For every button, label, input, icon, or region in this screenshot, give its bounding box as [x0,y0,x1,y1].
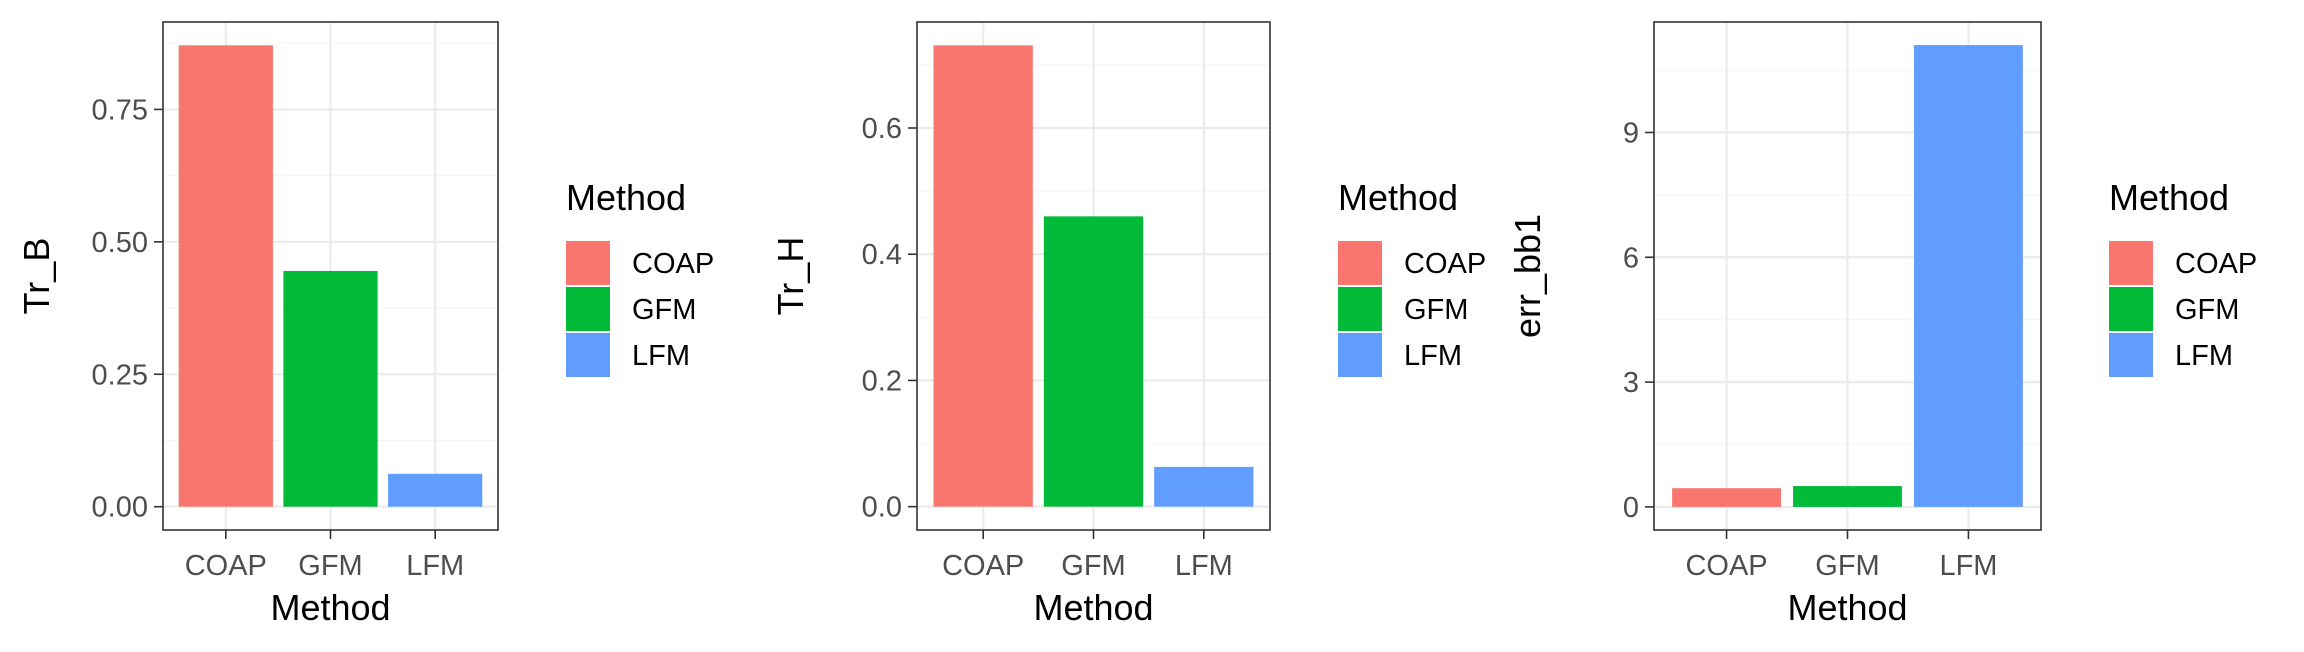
legend: Method COAP GFM LFM [1338,177,1486,377]
chart-panel-3: 0 3 6 9 COAP GFM LFM Method err_bb1 Method COAP GFM… [1507,21,2257,628]
y-axis-title: Tr_B [16,238,57,315]
bar-coap [933,45,1033,507]
x-tick-label: COAP [942,550,1024,582]
y-tick-label: 0.6 [862,113,902,145]
y-tick-label: 0.25 [92,359,148,391]
chart-panel-1: 0.00 0.25 0.50 0.75 COAP GFM LFM Method Tr_B Meth… [16,21,714,628]
x-axis-title: Method [270,587,390,628]
x-tick-label: GFM [298,550,362,582]
x-axis-title: Method [1787,587,1907,628]
legend-swatch-lfm [566,333,610,377]
chart-panel-2: 0.0 0.2 0.4 0.6 COAP GFM LFM Method Tr_H Method CO… [770,21,1486,628]
legend-swatch-gfm [2109,287,2153,331]
bar-lfm [388,473,483,507]
y-tick-label: 0.00 [92,492,148,524]
legend-swatch-coap [2109,241,2153,285]
legend-label-coap: COAP [1404,248,1486,280]
bar-lfm [1914,45,2023,507]
x-tick-label: GFM [1815,550,1879,582]
y-tick-label: 3 [1623,367,1639,399]
x-tick-label: COAP [185,550,267,582]
legend-swatch-lfm [2109,333,2153,377]
legend: Method COAP GFM LFM [566,177,714,377]
y-tick-label: 0.75 [92,94,148,126]
legend-swatch-coap [566,241,610,285]
legend-title: Method [2109,177,2229,218]
x-tick-label: GFM [1061,550,1125,582]
bar-coap [1672,488,1781,507]
legend-swatch-lfm [1338,333,1382,377]
y-tick-label: 0.0 [862,492,902,524]
bar-coap [178,45,273,507]
legend-label-gfm: GFM [1404,294,1468,326]
legend-label-lfm: LFM [2175,340,2233,372]
legend-label-coap: COAP [632,248,714,280]
legend-title: Method [566,177,686,218]
y-axis-title: err_bb1 [1507,214,1548,338]
bar-lfm [1154,466,1254,507]
y-tick-label: 0.2 [862,365,902,397]
y-tick-label: 9 [1623,117,1639,149]
x-axis-title: Method [1033,587,1153,628]
legend-title: Method [1338,177,1458,218]
y-tick-label: 0 [1623,492,1639,524]
legend-swatch-coap [1338,241,1382,285]
bar-gfm [283,270,378,507]
bar-gfm [1043,216,1144,507]
y-tick-label: 0.4 [862,239,902,271]
legend-label-lfm: LFM [1404,340,1462,372]
legend-swatch-gfm [566,287,610,331]
y-tick-label: 6 [1623,242,1639,274]
legend-label-gfm: GFM [2175,294,2239,326]
y-tick-label: 0.50 [92,227,148,259]
x-tick-label: LFM [1175,550,1233,582]
bar-gfm [1793,486,1902,507]
legend: Method COAP GFM LFM [2109,177,2257,377]
x-tick-label: COAP [1685,550,1767,582]
legend-label-lfm: LFM [632,340,690,372]
legend-swatch-gfm [1338,287,1382,331]
x-tick-label: LFM [406,550,464,582]
y-axis-title: Tr_H [770,237,811,316]
legend-label-coap: COAP [2175,248,2257,280]
legend-label-gfm: GFM [632,294,696,326]
x-tick-label: LFM [1939,550,1997,582]
